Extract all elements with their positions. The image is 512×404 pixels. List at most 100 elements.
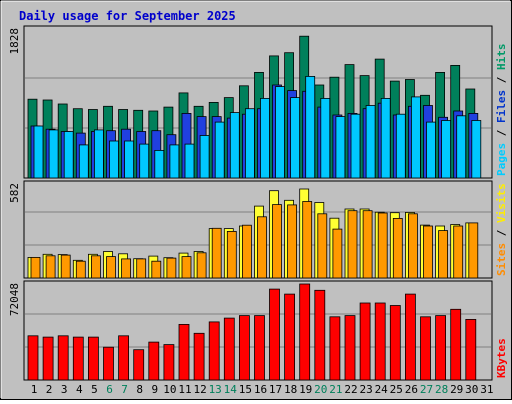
bar-kbytes-day-12 <box>193 332 205 381</box>
bar-pages-day-29 <box>456 115 467 179</box>
bar-sites-day-21 <box>332 228 343 279</box>
bar-kbytes-day-1 <box>27 335 39 381</box>
x-tick-label-day-20: 20 <box>314 383 327 396</box>
x-tick-label-day-3: 3 <box>61 383 68 396</box>
bar-sites-day-8 <box>136 258 147 279</box>
x-tick-label-day-27: 27 <box>420 383 433 396</box>
bar-sites-day-5 <box>91 255 101 279</box>
bar-kbytes-day-19 <box>299 283 311 381</box>
bar-pages-day-30 <box>471 120 482 179</box>
bar-kbytes-day-6 <box>103 346 114 381</box>
x-tick-label-day-30: 30 <box>465 383 478 396</box>
x-tick-label-day-14: 14 <box>224 383 238 396</box>
ymax-label-kbytes: 72048 <box>8 283 21 316</box>
bar-pages-day-13 <box>214 121 225 179</box>
bar-pages-day-27 <box>426 121 436 179</box>
bar-sites-day-17 <box>272 204 282 279</box>
x-tick-label-day-12: 12 <box>193 383 206 396</box>
x-tick-label-day-25: 25 <box>390 383 403 396</box>
bar-pages-day-20 <box>320 98 331 179</box>
bar-sites-day-9 <box>151 260 162 279</box>
x-tick-label-day-13: 13 <box>209 383 222 396</box>
bar-sites-day-6 <box>106 256 116 279</box>
bar-kbytes-day-23 <box>359 302 371 381</box>
bar-kbytes-day-3 <box>57 335 69 381</box>
legend-item-pages: Pages <box>495 143 508 176</box>
legend-kbytes: KBytes <box>495 338 508 378</box>
legend-item-visits: Visits <box>495 183 508 223</box>
x-tick-label-day-4: 4 <box>76 383 83 396</box>
x-tick-label-day-21: 21 <box>329 383 342 396</box>
bar-sites-day-11 <box>181 256 192 279</box>
x-tick-label-day-17: 17 <box>269 383 282 396</box>
x-tick-label-day-24: 24 <box>375 383 389 396</box>
bar-kbytes-day-10 <box>163 344 175 381</box>
bar-pages-day-21 <box>335 116 346 179</box>
bar-kbytes-day-8 <box>133 349 145 381</box>
bar-kbytes-day-21 <box>329 316 341 381</box>
x-tick-label-day-1: 1 <box>31 383 38 396</box>
legend-hits-files-pages: Pages / Files / Hits <box>495 44 508 177</box>
bar-sites-day-14 <box>226 230 237 279</box>
bar-pages-day-25 <box>395 113 406 179</box>
bar-kbytes-day-17 <box>269 288 280 381</box>
legend-item-files: Files <box>495 90 508 123</box>
bar-pages-day-12 <box>199 135 210 179</box>
bar-kbytes-day-29 <box>450 308 462 381</box>
x-tick-label-day-9: 9 <box>151 383 158 396</box>
bar-kbytes-day-24 <box>374 302 386 381</box>
bar-sites-day-25 <box>392 217 403 279</box>
x-tick-label-day-16: 16 <box>254 383 267 396</box>
bar-kbytes-day-15 <box>238 315 250 381</box>
bar-kbytes-day-20 <box>314 289 326 381</box>
x-tick-label-day-6: 6 <box>106 383 113 396</box>
bar-pages-day-11 <box>184 143 195 179</box>
legend-item-sites: Sites <box>495 243 508 276</box>
bar-kbytes-day-7 <box>118 335 129 381</box>
bar-pages-day-2 <box>48 129 59 179</box>
bar-kbytes-day-11 <box>178 323 190 381</box>
bar-sites-day-12 <box>196 252 207 279</box>
bar-sites-day-28 <box>438 230 449 279</box>
ymax-label-visits-sites: 582 <box>8 183 21 203</box>
legend-separator: / <box>495 223 508 243</box>
bar-sites-day-26 <box>407 213 418 279</box>
bar-pages-day-4 <box>78 144 89 179</box>
bar-kbytes-day-16 <box>254 315 265 381</box>
bar-kbytes-day-18 <box>284 293 296 381</box>
bar-sites-day-7 <box>121 258 131 279</box>
bar-sites-day-23 <box>362 210 373 279</box>
bar-sites-day-3 <box>60 254 71 279</box>
bar-pages-day-22 <box>350 113 361 179</box>
bar-kbytes-day-27 <box>420 316 431 381</box>
x-tick-label-day-10: 10 <box>163 383 176 396</box>
bar-pages-day-14 <box>229 112 240 179</box>
bar-pages-day-6 <box>109 140 119 179</box>
bar-sites-day-22 <box>347 210 358 279</box>
bar-pages-day-24 <box>380 98 391 179</box>
bar-sites-day-4 <box>75 260 86 279</box>
x-tick-label-day-2: 2 <box>46 383 53 396</box>
legend-visits-sites: Sites / Visits <box>495 183 508 276</box>
bar-sites-day-19 <box>302 201 313 279</box>
x-tick-label-day-31: 31 <box>480 383 493 396</box>
bar-pages-day-1 <box>33 125 44 179</box>
x-tick-label-day-19: 19 <box>299 383 312 396</box>
legend-item-hits: Hits <box>495 44 508 71</box>
bar-sites-day-1 <box>30 256 41 279</box>
bar-kbytes-day-4 <box>72 336 84 381</box>
x-tick-label-day-7: 7 <box>121 383 128 396</box>
bar-pages-day-10 <box>169 144 180 179</box>
bar-sites-day-10 <box>166 257 177 279</box>
bar-pages-day-7 <box>124 140 134 179</box>
bar-sites-day-16 <box>257 216 267 279</box>
x-tick-label-day-15: 15 <box>239 383 252 396</box>
x-tick-label-day-18: 18 <box>284 383 297 396</box>
bar-pages-day-8 <box>139 143 150 179</box>
bar-pages-day-18 <box>290 97 301 179</box>
x-tick-label-day-11: 11 <box>178 383 191 396</box>
bar-sites-day-29 <box>453 225 464 279</box>
legend-separator: / <box>495 123 508 143</box>
bar-sites-day-15 <box>241 224 252 279</box>
